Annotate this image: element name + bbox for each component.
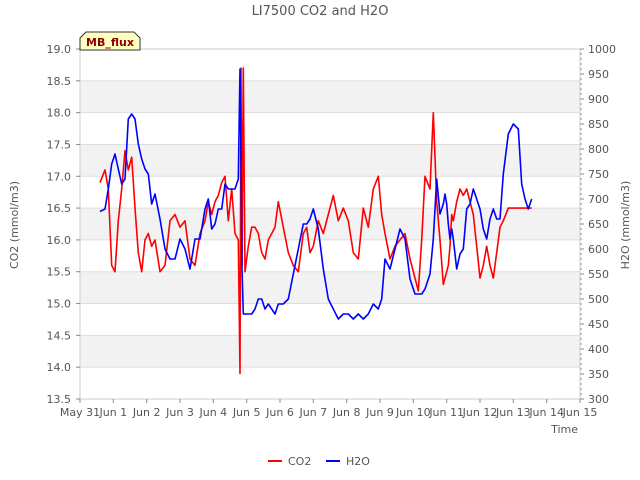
- right-y-axis-label: H2O (mmol/m3): [619, 181, 632, 270]
- legend-label-h2o: H2O: [346, 455, 370, 468]
- left-tick-label: 13.5: [47, 393, 72, 406]
- plot-band: [80, 144, 580, 177]
- right-tick-label: 300: [588, 393, 609, 406]
- right-tick-label: 450: [588, 318, 609, 331]
- x-tick-label: Jun 4: [198, 406, 227, 419]
- left-tick-label: 18.0: [47, 107, 72, 120]
- series-lines: [99, 67, 533, 375]
- right-tick-label: 850: [588, 118, 609, 131]
- right-tick-label: 1000: [588, 43, 616, 56]
- x-tick-label: May 31: [60, 406, 100, 419]
- right-tick-label: 650: [588, 218, 609, 231]
- plot-background-bands: [80, 49, 580, 399]
- right-tick-label: 900: [588, 93, 609, 106]
- right-tick-label: 400: [588, 343, 609, 356]
- x-tick-label: Jun 11: [428, 406, 464, 419]
- x-tick-label: Jun 15: [562, 406, 598, 419]
- left-tick-label: 14.0: [47, 361, 72, 374]
- right-tick-label: 350: [588, 368, 609, 381]
- right-tick-label: 950: [588, 68, 609, 81]
- plot-band: [80, 208, 580, 240]
- plot-band: [80, 335, 580, 368]
- x-tick-label: Jun 13: [495, 406, 531, 419]
- left-tick-label: 16.0: [47, 234, 72, 247]
- left-tick-label: 16.5: [47, 202, 72, 215]
- left-tick-label: 15.5: [47, 266, 72, 279]
- plot-band: [80, 271, 580, 304]
- left-tick-label: 17.0: [47, 170, 72, 183]
- left-tick-label: 17.5: [47, 138, 72, 151]
- left-y-axis-ticks: 13.5 14.0 14.5 15.0 15.5 16.0 16.5 17.0 17.5 18.0…: [47, 43, 80, 406]
- plot-band: [80, 80, 580, 113]
- x-tick-label: Jun 12: [462, 406, 498, 419]
- right-y-axis-ticks: 300 350 400 450 500 550 600 650 700 750 800 850 900 9…: [580, 43, 616, 406]
- x-tick-label: Jun 2: [132, 406, 161, 419]
- x-tick-label: Jun 10: [395, 406, 431, 419]
- series-line-co2: [99, 67, 532, 375]
- station-badge: MB_flux: [79, 31, 141, 51]
- left-tick-label: 15.0: [47, 298, 72, 311]
- legend-label-co2: CO2: [288, 455, 311, 468]
- x-tick-label: Jun 7: [298, 406, 327, 419]
- left-tick-label: 14.5: [47, 329, 72, 342]
- left-tick-label: 19.0: [47, 43, 72, 56]
- legend: CO2 H2O: [268, 455, 370, 468]
- chart-title: LI7500 CO2 and H2O: [252, 4, 389, 19]
- left-y-axis-label: CO2 (mmol/m3): [8, 181, 21, 269]
- badge-label: MB_flux: [86, 36, 134, 49]
- right-tick-label: 500: [588, 293, 609, 306]
- right-tick-label: 700: [588, 193, 609, 206]
- x-tick-label: Jun 1: [98, 406, 127, 419]
- badge-shape: [79, 31, 141, 51]
- right-tick-label: 800: [588, 143, 609, 156]
- x-tick-label: Jun 9: [365, 406, 394, 419]
- x-tick-label: Jun 5: [232, 406, 261, 419]
- right-tick-label: 550: [588, 268, 609, 281]
- x-tick-label: Jun 3: [165, 406, 194, 419]
- series-line-h2o: [99, 68, 533, 320]
- x-tick-label: Jun 14: [528, 406, 564, 419]
- x-axis-ticks: May 31 Jun 1 Jun 2 Jun 3 Jun 4 Jun 5 Jun 6 Jun …: [60, 399, 597, 419]
- x-tick-label: Jun 6: [265, 406, 294, 419]
- right-tick-label: 600: [588, 243, 609, 256]
- right-tick-label: 750: [588, 168, 609, 181]
- left-tick-label: 18.5: [47, 75, 72, 88]
- x-tick-label: Jun 8: [332, 406, 361, 419]
- x-axis-label: Time: [550, 423, 578, 436]
